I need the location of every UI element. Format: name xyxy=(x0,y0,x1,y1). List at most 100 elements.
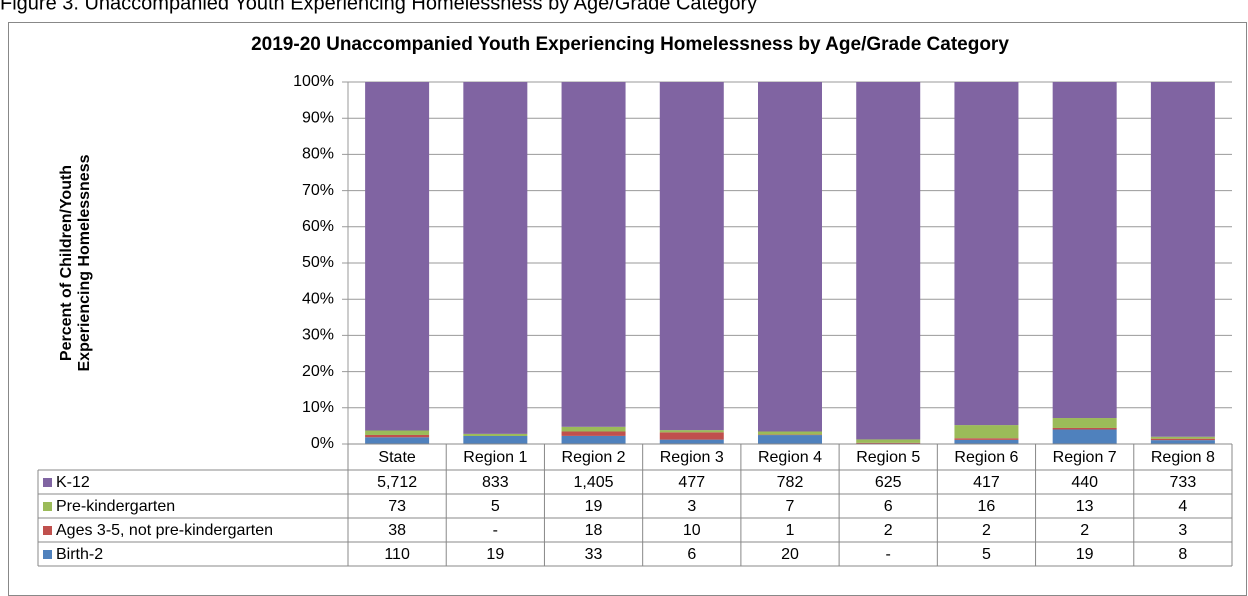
bar-segment xyxy=(1052,427,1117,430)
bar-segment xyxy=(758,82,822,432)
y-tick-label: 30% xyxy=(302,327,334,344)
table-value: 16 xyxy=(978,498,996,515)
bar-segment xyxy=(954,438,1019,440)
x-tick-label: Region 1 xyxy=(463,449,527,466)
legend-swatch xyxy=(43,502,52,511)
bar-segment xyxy=(365,437,430,444)
bar-segment xyxy=(856,439,921,443)
bar-segment xyxy=(659,82,724,431)
x-tick-label: Region 4 xyxy=(758,449,822,466)
bar-segment xyxy=(659,432,724,440)
table-value: 3 xyxy=(1178,522,1187,539)
table-value: 477 xyxy=(678,474,705,491)
bar-segment xyxy=(463,82,528,434)
bar-segment xyxy=(1052,429,1117,444)
chart-title: 2019-20 Unaccompanied Youth Experiencing… xyxy=(251,34,1009,55)
bar-segment xyxy=(659,430,724,433)
bar-segment xyxy=(1150,438,1215,441)
table-value: 38 xyxy=(388,522,406,539)
legend-label: K-12 xyxy=(56,474,90,491)
table-value: 1,405 xyxy=(574,474,614,491)
bar-segment xyxy=(1052,82,1117,419)
table-value: - xyxy=(886,546,891,563)
table-value: 19 xyxy=(585,498,603,515)
bar-segment xyxy=(365,434,430,438)
table-value: 33 xyxy=(585,546,603,563)
x-tick-label: State xyxy=(378,449,415,466)
x-tick-label: Region 7 xyxy=(1053,449,1117,466)
y-tick-label: 0% xyxy=(311,435,334,452)
table-value: 5,712 xyxy=(377,474,417,491)
table-value: 19 xyxy=(1076,546,1094,563)
y-tick-label: 70% xyxy=(302,182,334,199)
table-value: 13 xyxy=(1076,498,1094,515)
bar-segment xyxy=(561,82,626,427)
table-value: 7 xyxy=(786,498,795,515)
table-value: 625 xyxy=(875,474,902,491)
bar-segment xyxy=(561,435,626,444)
table-value: 8 xyxy=(1178,546,1187,563)
legend-label: Pre-kindergarten xyxy=(56,498,175,515)
table-value: 6 xyxy=(884,498,893,515)
bar-segment xyxy=(954,425,1019,439)
x-tick-label: Region 2 xyxy=(562,449,626,466)
bar-segment xyxy=(463,435,528,444)
bar-segment xyxy=(561,426,626,432)
y-tick-label: 60% xyxy=(302,218,334,235)
bar-segment xyxy=(758,435,822,444)
table-value: - xyxy=(493,522,498,539)
table-value: 440 xyxy=(1071,474,1098,491)
bar-segment xyxy=(561,431,626,436)
bar-segment xyxy=(1150,440,1215,444)
legend-swatch xyxy=(43,478,52,487)
table-value: 4 xyxy=(1178,498,1187,515)
table-value: 5 xyxy=(982,546,991,563)
bar-segment xyxy=(1150,436,1215,439)
y-tick-label: 10% xyxy=(302,399,334,416)
table-value: 2 xyxy=(884,522,893,539)
bar-segment xyxy=(954,439,1019,444)
y-tick-label: 90% xyxy=(302,109,334,126)
table-value: 417 xyxy=(973,474,1000,491)
table-value: 6 xyxy=(687,546,696,563)
bar-segment xyxy=(856,82,921,440)
bar-segment xyxy=(856,442,921,444)
figure-caption: Figure 3. Unaccompanied Youth Experienci… xyxy=(0,0,757,14)
y-tick-label: 20% xyxy=(302,363,334,380)
bar-segment xyxy=(1150,82,1215,437)
table-value: 110 xyxy=(384,546,410,563)
legend-swatch xyxy=(43,550,52,559)
table-value: 733 xyxy=(1170,474,1197,491)
y-tick-label: 50% xyxy=(302,254,334,271)
legend-swatch xyxy=(43,526,52,535)
bar-segment xyxy=(1052,418,1117,428)
x-tick-label: Region 3 xyxy=(660,449,724,466)
table-value: 73 xyxy=(388,498,406,515)
y-tick-label: 100% xyxy=(293,73,334,90)
table-value: 782 xyxy=(777,474,804,491)
table-value: 10 xyxy=(683,522,701,539)
bar-segment xyxy=(659,439,724,444)
bar-segment xyxy=(463,433,528,436)
table-value: 20 xyxy=(781,546,799,563)
table-value: 18 xyxy=(585,522,603,539)
legend-label: Birth-2 xyxy=(56,546,103,563)
bar-segment xyxy=(954,82,1019,426)
y-tick-label: 80% xyxy=(302,146,334,163)
y-axis-title-line: Percent of Children/Youth xyxy=(58,165,75,361)
table-value: 5 xyxy=(491,498,500,515)
y-axis-title: Percent of Children/Youth Experiencing H… xyxy=(58,154,93,371)
table-value: 2 xyxy=(1080,522,1089,539)
legend-label: Ages 3-5, not pre-kindergarten xyxy=(56,522,273,539)
table-value: 1 xyxy=(786,522,795,539)
y-tick-label: 40% xyxy=(302,290,334,307)
table-value: 3 xyxy=(687,498,696,515)
x-tick-label: Region 5 xyxy=(856,449,920,466)
bar-segment xyxy=(365,430,430,435)
x-tick-label: Region 8 xyxy=(1151,449,1215,466)
x-tick-label: Region 6 xyxy=(954,449,1018,466)
bar-segment xyxy=(365,82,430,431)
table-value: 2 xyxy=(982,522,991,539)
